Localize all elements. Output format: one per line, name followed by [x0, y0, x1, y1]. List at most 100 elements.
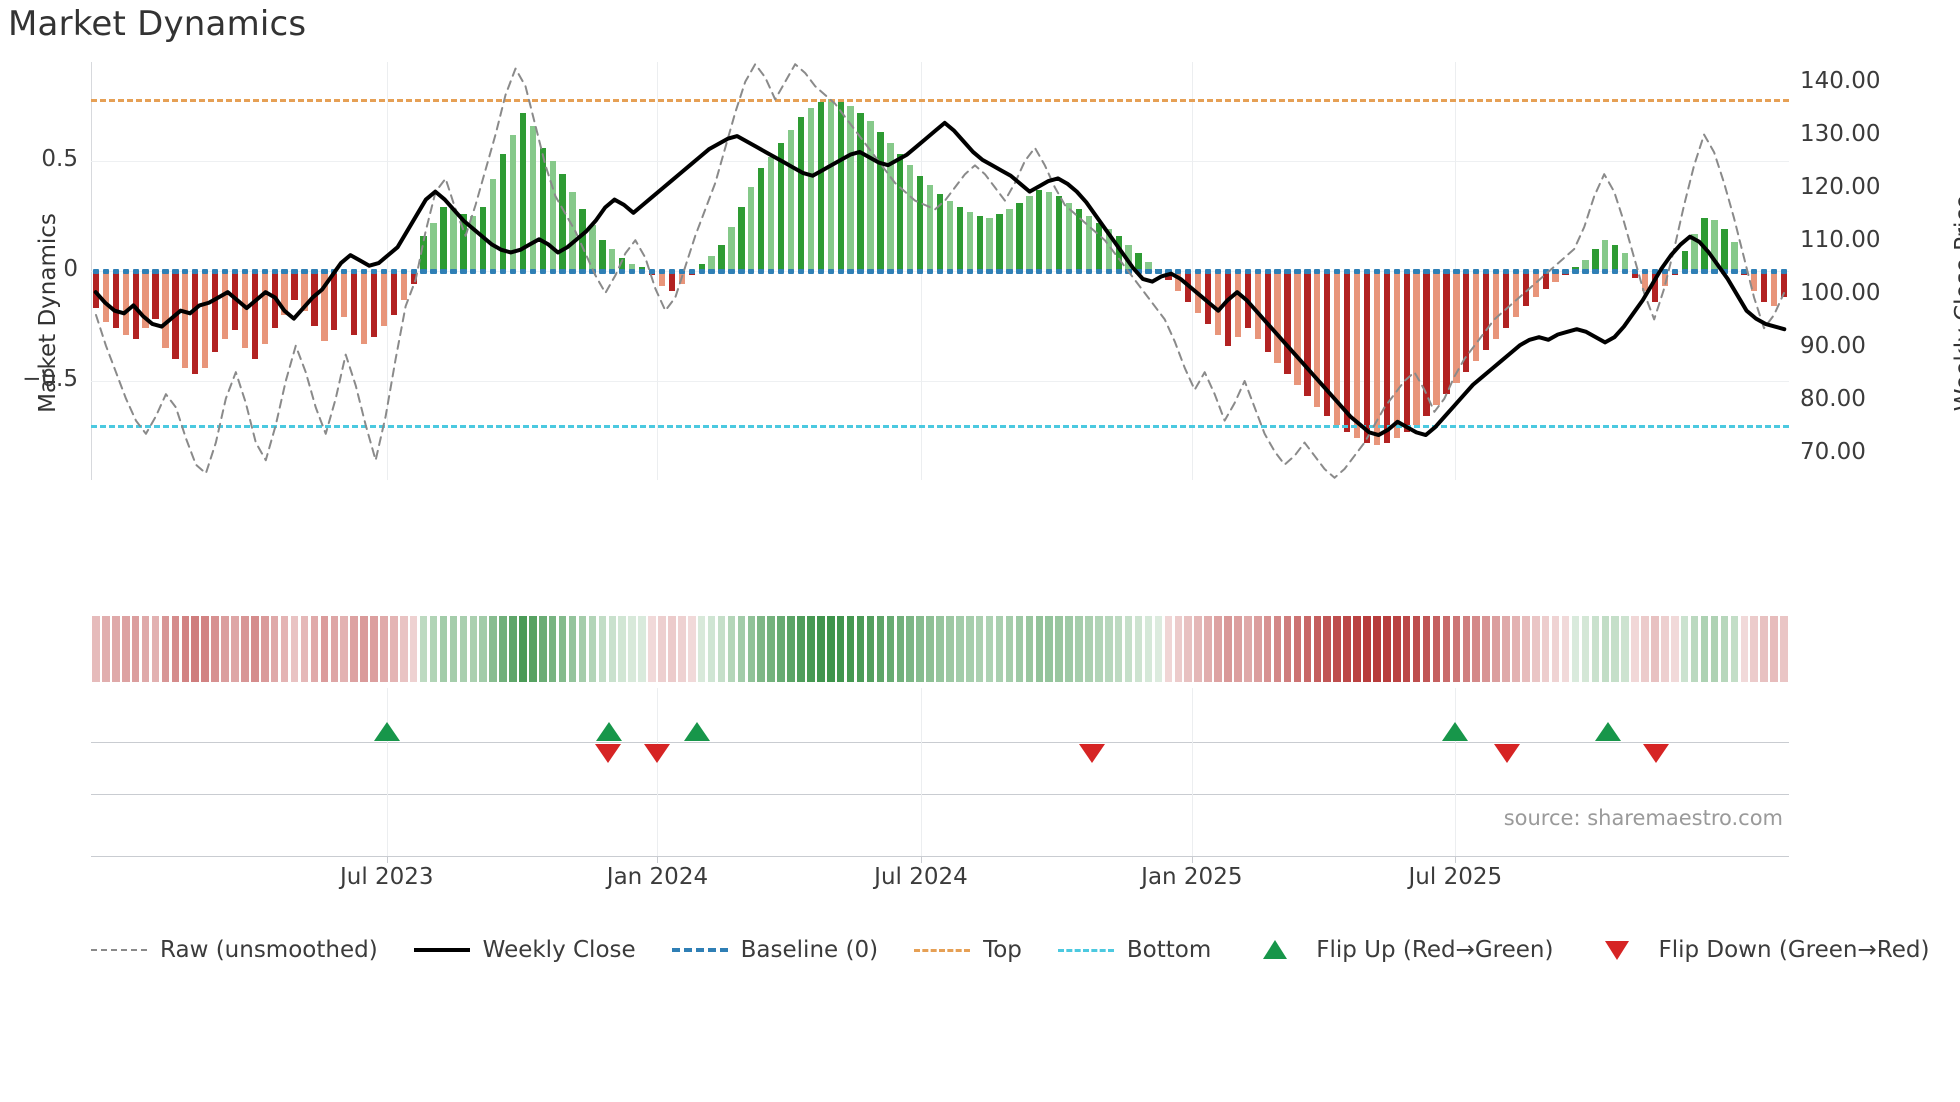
flip-down-marker-icon	[1643, 744, 1670, 763]
baseline-dash	[1085, 268, 1093, 274]
flip-marker-panel	[91, 688, 1789, 794]
flip-down-marker-icon	[1079, 744, 1106, 763]
vertical-gridline	[657, 688, 659, 794]
bar	[1681, 251, 1688, 271]
heatmap-cell	[1045, 616, 1053, 682]
heatmap-cell	[469, 616, 478, 682]
y-axis-left-tick-label: 0.5	[41, 146, 78, 172]
legend-item-label: Top	[983, 937, 1022, 963]
heatmap-cell	[1760, 616, 1768, 682]
bar	[668, 271, 676, 291]
heatmap-cell	[995, 616, 1004, 682]
baseline-dash	[956, 268, 964, 274]
bar	[470, 216, 477, 271]
flip-axis-line	[91, 742, 1789, 743]
baseline-dash	[380, 268, 388, 274]
bar	[1353, 271, 1361, 439]
heatmap-cell	[836, 616, 845, 682]
bar	[450, 209, 457, 271]
y-axis-right-tick-label: 130.00	[1800, 121, 1881, 148]
bar	[499, 154, 507, 271]
vertical-gridline	[1191, 794, 1193, 856]
heatmap-cell	[350, 616, 358, 682]
heatmap-cell	[1263, 616, 1272, 682]
baseline-dash	[926, 268, 934, 274]
heatmap-cell	[1710, 616, 1719, 682]
bar	[579, 209, 586, 271]
heatmap-cell	[1343, 616, 1351, 682]
heatmap-cell	[1730, 616, 1739, 682]
baseline-dash	[1522, 268, 1530, 274]
legend-item[interactable]: Raw (unsmoothed)	[91, 937, 378, 963]
baseline-dash	[678, 268, 685, 274]
bar	[1095, 222, 1103, 271]
bar	[916, 176, 924, 271]
heatmap-cell	[1472, 616, 1480, 682]
vertical-gridline	[386, 62, 388, 480]
baseline-dash	[668, 268, 676, 274]
baseline-dash	[867, 268, 874, 274]
baseline-dash	[728, 268, 735, 274]
legend-item-label: Baseline (0)	[740, 937, 879, 963]
bar	[1224, 271, 1232, 346]
baseline-dash	[1363, 268, 1371, 274]
baseline-dash	[400, 268, 407, 274]
bar	[261, 271, 268, 344]
heatmap-cell	[747, 616, 756, 682]
x-axis-tick-label: Jan 2025	[1141, 864, 1243, 890]
heatmap-cell	[499, 616, 507, 682]
baseline-dash	[1065, 268, 1073, 274]
legend-item[interactable]: Bottom	[1057, 937, 1211, 963]
vertical-gridline	[1455, 688, 1457, 794]
bar	[718, 244, 725, 271]
legend-item[interactable]: Flip Up (Red→Green)	[1247, 937, 1553, 963]
chart-legend: Raw (unsmoothed) Weekly Close Baseline (0)…	[91, 928, 1929, 972]
baseline-dash	[1304, 268, 1311, 274]
heatmap-cell	[171, 616, 180, 682]
bar	[420, 235, 427, 271]
top-reference-line	[91, 99, 1789, 103]
bar	[440, 207, 447, 271]
baseline-dash	[1403, 268, 1410, 274]
baseline-dash	[1631, 268, 1639, 274]
bar	[599, 240, 606, 271]
heatmap-cell	[876, 616, 885, 682]
heatmap-cell	[846, 616, 855, 682]
page-title: Market Dynamics	[8, 4, 307, 44]
heatmap-cell	[260, 616, 269, 682]
baseline-dash	[1661, 268, 1669, 274]
heatmap-cell	[1224, 616, 1232, 682]
heatmap-cell	[1035, 616, 1044, 682]
x-tick-mark	[386, 856, 388, 863]
bar	[589, 224, 596, 271]
raw-unsmoothed-line	[94, 63, 1786, 479]
bar	[609, 249, 616, 271]
legend-item[interactable]: Top	[914, 937, 1022, 963]
bar	[1532, 271, 1539, 298]
legend-item[interactable]: Weekly Close	[413, 937, 636, 963]
heatmap-cell	[251, 616, 259, 682]
heatmap-cell	[1621, 616, 1629, 682]
bottom-reference-line	[91, 425, 1789, 428]
legend-item[interactable]: Baseline (0)	[671, 937, 879, 963]
bar	[1631, 271, 1639, 278]
baseline-dash	[1780, 268, 1788, 274]
bar	[400, 271, 407, 300]
heatmap-cell	[856, 616, 865, 682]
heatmap-cell	[439, 616, 448, 682]
bar	[380, 271, 388, 326]
baseline-dash	[777, 268, 785, 274]
heatmap-cell	[1075, 616, 1083, 682]
baseline-dash	[1532, 268, 1539, 274]
bar	[1304, 271, 1311, 397]
bar	[410, 271, 417, 285]
heatmap-cell	[1502, 616, 1510, 682]
heatmap-cell	[1671, 616, 1679, 682]
baseline-dash	[1224, 268, 1232, 274]
bar	[1413, 271, 1420, 425]
heatmap-cell	[1700, 616, 1709, 682]
legend-item[interactable]: Flip Down (Green→Red)	[1589, 937, 1929, 963]
heatmap-cell	[1184, 616, 1192, 682]
heatmap-cell	[1363, 616, 1371, 682]
